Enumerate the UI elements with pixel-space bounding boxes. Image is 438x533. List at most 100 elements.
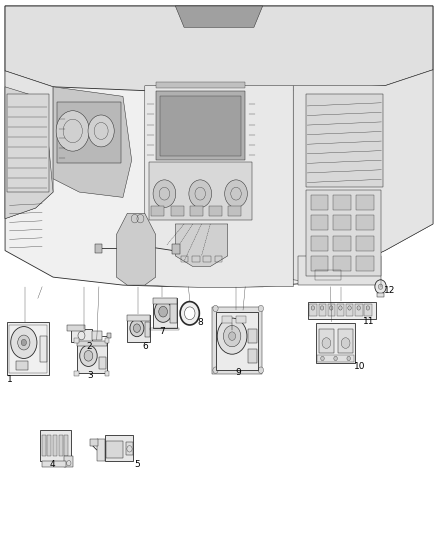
- Bar: [364, 304, 372, 317]
- Bar: [228, 206, 241, 216]
- Text: 1: 1: [7, 375, 13, 384]
- Bar: [192, 256, 200, 262]
- Circle shape: [80, 345, 97, 367]
- Bar: [145, 322, 150, 337]
- Bar: [7, 322, 49, 375]
- Bar: [248, 329, 257, 343]
- Circle shape: [341, 338, 350, 349]
- Bar: [237, 316, 246, 324]
- Text: 4: 4: [49, 460, 55, 469]
- Circle shape: [229, 332, 236, 341]
- Bar: [307, 302, 376, 319]
- Bar: [99, 357, 106, 368]
- Bar: [215, 256, 223, 262]
- Bar: [57, 102, 121, 163]
- Bar: [90, 439, 98, 446]
- Circle shape: [213, 367, 218, 373]
- Circle shape: [184, 307, 195, 320]
- Bar: [105, 338, 110, 343]
- Circle shape: [329, 306, 333, 310]
- Bar: [71, 329, 92, 342]
- Bar: [74, 338, 79, 343]
- Bar: [337, 304, 344, 317]
- Circle shape: [311, 306, 314, 310]
- Polygon shape: [293, 70, 433, 282]
- Bar: [77, 341, 107, 346]
- Bar: [311, 236, 328, 251]
- Bar: [378, 293, 384, 297]
- Text: 5: 5: [134, 460, 140, 469]
- Bar: [160, 96, 241, 156]
- Bar: [155, 82, 245, 88]
- Bar: [318, 304, 326, 317]
- Bar: [215, 312, 258, 370]
- Bar: [59, 435, 63, 456]
- Bar: [356, 195, 374, 210]
- Circle shape: [189, 180, 212, 207]
- Bar: [306, 190, 381, 276]
- Bar: [333, 236, 351, 251]
- Circle shape: [217, 318, 247, 354]
- Bar: [42, 435, 46, 456]
- Bar: [209, 206, 222, 216]
- Bar: [149, 163, 252, 220]
- Polygon shape: [5, 6, 433, 94]
- Circle shape: [84, 351, 93, 361]
- Text: 2: 2: [86, 342, 92, 351]
- Circle shape: [357, 306, 360, 310]
- Bar: [356, 256, 374, 271]
- Bar: [346, 304, 353, 317]
- Circle shape: [334, 357, 337, 361]
- Text: 12: 12: [384, 286, 395, 295]
- Bar: [105, 370, 110, 376]
- Circle shape: [153, 180, 176, 207]
- Bar: [318, 329, 334, 353]
- Circle shape: [223, 326, 241, 347]
- Circle shape: [88, 115, 114, 147]
- Text: 8: 8: [198, 318, 204, 327]
- Bar: [190, 206, 203, 216]
- Circle shape: [258, 305, 264, 312]
- Circle shape: [375, 280, 386, 294]
- Polygon shape: [117, 213, 155, 285]
- Circle shape: [348, 306, 351, 310]
- Bar: [311, 256, 328, 271]
- Circle shape: [154, 301, 172, 322]
- Bar: [106, 441, 124, 458]
- Polygon shape: [175, 6, 263, 27]
- Bar: [170, 206, 184, 216]
- Bar: [311, 215, 328, 230]
- Bar: [316, 324, 355, 364]
- Bar: [172, 244, 180, 254]
- Bar: [333, 215, 351, 230]
- Bar: [10, 325, 46, 373]
- Polygon shape: [53, 87, 132, 197]
- Bar: [248, 349, 257, 363]
- Circle shape: [321, 357, 324, 361]
- Bar: [338, 329, 353, 353]
- Bar: [223, 316, 232, 324]
- Circle shape: [11, 327, 37, 359]
- Bar: [170, 302, 177, 324]
- Circle shape: [378, 284, 383, 289]
- Bar: [333, 256, 351, 271]
- Text: 10: 10: [354, 362, 366, 371]
- Bar: [315, 270, 341, 280]
- Bar: [53, 435, 57, 456]
- Bar: [7, 94, 49, 192]
- Bar: [126, 442, 134, 455]
- Bar: [180, 256, 188, 262]
- Polygon shape: [175, 224, 228, 266]
- Circle shape: [180, 302, 199, 325]
- Bar: [97, 439, 106, 461]
- Polygon shape: [5, 87, 53, 219]
- Bar: [127, 316, 150, 321]
- Bar: [151, 206, 164, 216]
- Bar: [16, 361, 28, 370]
- Circle shape: [56, 111, 89, 151]
- Bar: [155, 91, 245, 160]
- Polygon shape: [145, 86, 293, 288]
- Bar: [152, 298, 177, 328]
- Bar: [105, 435, 133, 461]
- Bar: [306, 94, 383, 187]
